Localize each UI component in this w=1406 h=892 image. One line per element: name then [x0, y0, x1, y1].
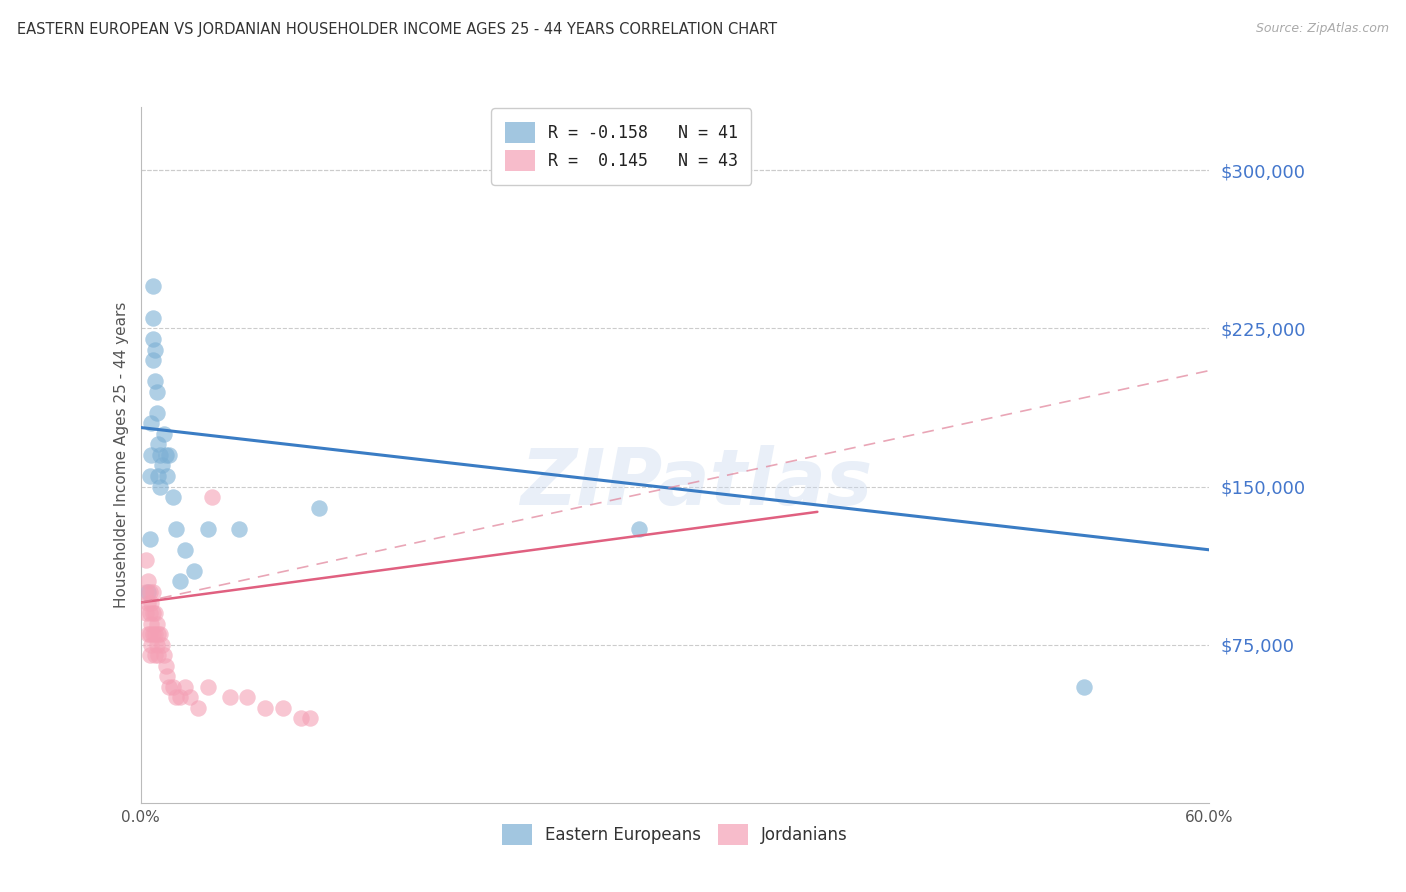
Point	[152, 648, 174, 663]
Point	[142, 279, 165, 293]
Point	[218, 690, 240, 705]
Point	[143, 374, 166, 388]
Legend: Eastern Europeans, Jordanians: Eastern Europeans, Jordanians	[491, 813, 859, 857]
Point	[197, 522, 219, 536]
Point	[165, 522, 187, 536]
Point	[142, 627, 165, 641]
Point	[141, 616, 163, 631]
Point	[141, 595, 163, 609]
Text: ZIPatlas: ZIPatlas	[520, 445, 872, 521]
Point	[228, 522, 250, 536]
Point	[149, 627, 172, 641]
Point	[142, 585, 165, 599]
Point	[136, 585, 159, 599]
Point	[149, 479, 172, 493]
Point	[135, 606, 157, 620]
Point	[136, 574, 159, 589]
Point	[143, 648, 166, 663]
Point	[138, 469, 160, 483]
Point	[145, 384, 167, 399]
Point	[135, 585, 157, 599]
Point	[183, 564, 205, 578]
Point	[145, 638, 167, 652]
Y-axis label: Householder Income Ages 25 - 44 years: Householder Income Ages 25 - 44 years	[114, 301, 129, 608]
Point	[169, 690, 191, 705]
Point	[290, 711, 312, 725]
Point	[156, 669, 179, 683]
Point	[148, 469, 170, 483]
Point	[157, 448, 180, 462]
Point	[141, 448, 163, 462]
Point	[271, 701, 294, 715]
Point	[150, 458, 173, 473]
Point	[136, 627, 159, 641]
Point	[254, 701, 277, 715]
Point	[135, 553, 157, 567]
Point	[201, 490, 224, 504]
Point	[138, 585, 160, 599]
Point	[155, 448, 177, 462]
Point	[236, 690, 259, 705]
Point	[142, 606, 165, 620]
Text: Source: ZipAtlas.com: Source: ZipAtlas.com	[1256, 22, 1389, 36]
Point	[298, 711, 321, 725]
Point	[138, 606, 160, 620]
Point	[142, 332, 165, 346]
Point	[136, 595, 159, 609]
Point	[149, 448, 172, 462]
Point	[179, 690, 201, 705]
Point	[138, 533, 160, 547]
Point	[152, 426, 174, 441]
Point	[162, 490, 184, 504]
Point	[143, 627, 166, 641]
Point	[308, 500, 330, 515]
Point	[143, 606, 166, 620]
Point	[174, 680, 197, 694]
Point	[148, 648, 170, 663]
Point	[142, 310, 165, 325]
Point	[155, 658, 177, 673]
Point	[145, 616, 167, 631]
Point	[165, 690, 187, 705]
Point	[162, 680, 184, 694]
Point	[197, 680, 219, 694]
Point	[156, 469, 179, 483]
Point	[628, 522, 651, 536]
Point	[1073, 680, 1095, 694]
Point	[157, 680, 180, 694]
Point	[143, 343, 166, 357]
Point	[187, 701, 209, 715]
Point	[141, 638, 163, 652]
Point	[148, 437, 170, 451]
Point	[174, 542, 197, 557]
Point	[150, 638, 173, 652]
Point	[138, 648, 160, 663]
Point	[138, 627, 160, 641]
Point	[145, 406, 167, 420]
Point	[142, 353, 165, 368]
Point	[141, 417, 163, 431]
Point	[169, 574, 191, 589]
Text: EASTERN EUROPEAN VS JORDANIAN HOUSEHOLDER INCOME AGES 25 - 44 YEARS CORRELATION : EASTERN EUROPEAN VS JORDANIAN HOUSEHOLDE…	[17, 22, 778, 37]
Point	[148, 627, 170, 641]
